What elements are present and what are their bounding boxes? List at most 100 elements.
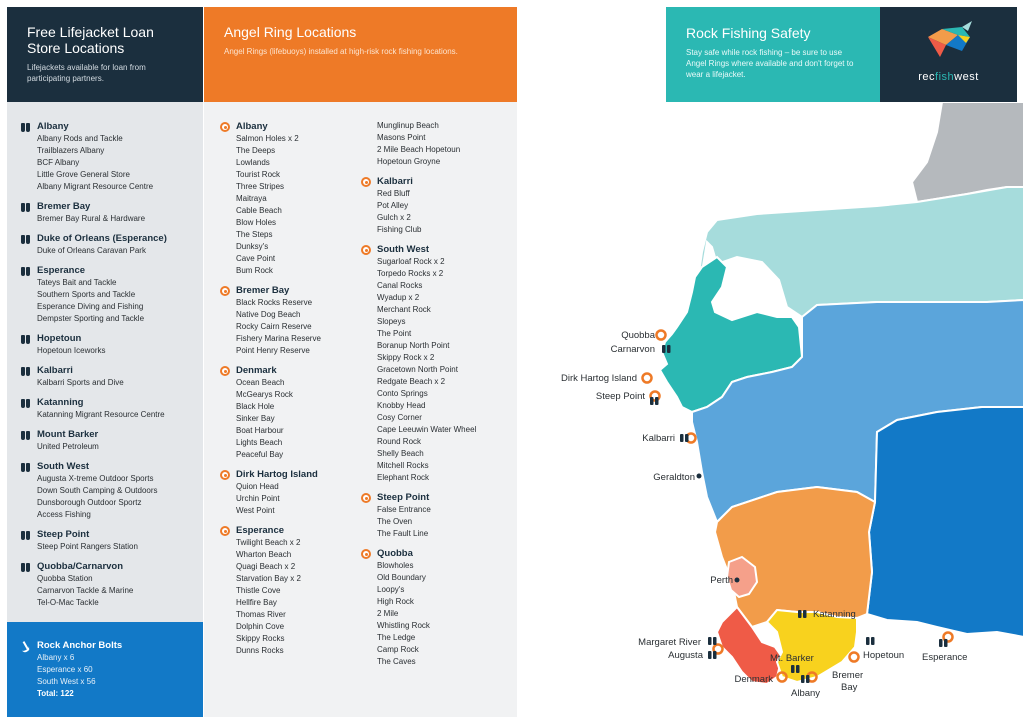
angel-ring-location: Blow Holes — [236, 218, 277, 227]
angel-ring-location: Red Bluff — [377, 189, 410, 198]
lifejacket-store: Dunsborough Outdoor Sportz — [37, 498, 142, 507]
lifejacket-marker-albany — [801, 675, 810, 683]
angel-ring-location: Boat Harbour — [236, 426, 284, 435]
lifejacket-icon — [21, 122, 31, 132]
lifejacket-group: Steep Point Steep Point Rangers Station — [21, 529, 203, 553]
angel-ring-group: Denmark Ocean Beach McGearys Rock Black Hol… — [220, 365, 360, 461]
angel-ring-group-name: Steep Point — [377, 492, 430, 503]
lifejacket-group: Esperance Tateys Bait and Tackle Southern … — [21, 265, 203, 325]
angel-ring-location: Salmon Holes x 2 — [236, 134, 299, 143]
angel-ring-group-heading: Albany — [220, 121, 360, 133]
angel-ring-location: Maitraya — [236, 194, 267, 203]
lifejacket-store: Albany Migrant Resource Centre — [37, 182, 154, 191]
lifejacket-icon — [21, 202, 31, 212]
lifejacket-store: BCF Albany — [37, 158, 80, 167]
angel-ring-location: The Ledge — [377, 633, 416, 642]
angel-ring-location: Slopeys — [377, 317, 406, 326]
lifebuoy-icon — [361, 177, 371, 187]
label-augusta: Augusta — [668, 650, 703, 661]
lifejacket-group: Kalbarri Kalbarri Sports and Dive — [21, 365, 203, 389]
angel-ring-location: Black Rocks Reserve — [236, 298, 313, 307]
angel-ring-header: Angel Ring Locations Angel Rings (lifebu… — [204, 7, 517, 102]
angel-ring-group: Albany Salmon Holes x 2 The Deeps Lowlands T… — [220, 121, 360, 277]
angel-ring-group: Kalbarri Red Bluff Pot Alley Gulch x 2 Fishi… — [361, 176, 511, 236]
angel-ring-subtitle: Angel Rings (lifebuoys) installed at hig… — [224, 47, 458, 56]
angel-ring-title: Angel Ring Locations — [224, 24, 357, 40]
lifejacket-group-heading: Duke of Orleans (Esperance) — [21, 233, 203, 245]
lifejacket-group-heading: South West — [21, 461, 203, 473]
safety-title: Rock Fishing Safety — [686, 25, 811, 41]
angel-ring-marker-denmark — [776, 671, 788, 683]
angel-ring-marker-esperance — [942, 631, 954, 643]
angel-ring-location: Redgate Beach x 2 — [377, 377, 446, 386]
angel-ring-location: False Entrance — [377, 505, 431, 514]
angel-ring-group-heading: Quobba — [361, 548, 511, 560]
lifejacket-group-heading: Bremer Bay — [21, 201, 203, 213]
safety-subtitle: Stay safe while rock fishing – be sure t… — [686, 48, 854, 79]
lifejacket-store: Albany Rods and Tackle — [37, 134, 123, 143]
lifejacket-store: Kalbarri Sports and Dive — [37, 378, 124, 387]
anchor-item: Esperance x 60 — [37, 665, 93, 674]
angel-ring-location: Cape Leeuwin Water Wheel — [377, 425, 477, 434]
lifejacket-group-name: Hopetoun — [37, 333, 82, 344]
lifebuoy-icon — [361, 549, 371, 559]
lifejacket-group: Bremer Bay Bremer Bay Rural & Hardware — [21, 201, 203, 225]
lifejacket-store: Quobba Station — [37, 574, 93, 583]
town-dot-perth — [734, 577, 740, 583]
map-markers — [641, 329, 954, 683]
lifejacket-icon — [21, 366, 31, 376]
angel-ring-location: The Steps — [236, 230, 273, 239]
angel-ring-location: Starvation Bay x 2 — [236, 574, 301, 583]
angel-ring-location: Munglinup Beach — [377, 121, 439, 130]
angel-ring-group-name: Esperance — [236, 525, 285, 536]
lifejacket-icon — [21, 398, 31, 408]
angel-ring-location: Thomas River — [236, 610, 286, 619]
lifejacket-store: Little Grove General Store — [37, 170, 130, 179]
lifejacket-icon — [21, 266, 31, 276]
label-hopetoun: Hopetoun — [863, 650, 905, 661]
lifebuoy-icon — [220, 526, 230, 536]
lifejacket-icon — [21, 334, 31, 344]
lifejacket-marker-katanning — [798, 610, 807, 618]
angel-ring-group-continued: Munglinup Beach Masons Point 2 Mile Beach … — [361, 120, 511, 168]
angel-ring-right-column: Munglinup Beach Masons Point 2 Mile Beach … — [361, 120, 511, 676]
angel-ring-group-heading: Esperance — [220, 525, 360, 537]
angel-ring-location: Twilight Beach x 2 — [236, 538, 301, 547]
lifejacket-group-heading: Mount Barker — [21, 429, 203, 441]
angel-ring-group-name: Albany — [236, 121, 268, 132]
label-mt-barker: Mt. Barker — [770, 653, 814, 664]
angel-ring-location: Quion Head — [236, 482, 279, 491]
lifejacket-store: Down South Camping & Outdoors — [37, 486, 158, 495]
lifejacket-marker-esperance — [939, 639, 948, 647]
label-quobba: Quobba — [621, 330, 655, 341]
angel-ring-location: Fishery Marina Reserve — [236, 334, 321, 343]
angel-ring-group: Esperance Twilight Beach x 2 Wharton Beach… — [220, 525, 360, 657]
label-denmark: Denmark — [734, 674, 773, 685]
safety-header: Rock Fishing Safety Stay safe while rock… — [666, 7, 880, 102]
angel-ring-location: Native Dog Beach — [236, 310, 301, 319]
anchor-bolt-icon — [21, 641, 31, 651]
angel-ring-location: Rocky Cairn Reserve — [236, 322, 312, 331]
lifejacket-store: Dempster Sporting and Tackle — [37, 314, 145, 323]
lifejacket-marker-augusta — [708, 651, 717, 659]
lifejacket-marker-margaret-river — [708, 637, 717, 645]
lifebuoy-icon — [220, 470, 230, 480]
map-regions — [658, 102, 1024, 686]
angel-ring-location: Dolphin Cove — [236, 622, 285, 631]
angel-ring-location: Thistle Cove — [236, 586, 281, 595]
angel-ring-location: Cable Beach — [236, 206, 282, 215]
lifejacket-icon — [21, 430, 31, 440]
angel-ring-location: McGearys Rock — [236, 390, 293, 399]
lifejacket-group-heading: Katanning — [21, 397, 203, 409]
lifejacket-store: Duke of Orleans Caravan Park — [37, 246, 146, 255]
lifejacket-group-name: Katanning — [37, 397, 84, 408]
lifejacket-store: Tateys Bait and Tackle — [37, 278, 117, 287]
angel-ring-location: Torpedo Rocks x 2 — [377, 269, 444, 278]
angel-ring-location: Round Rock — [377, 437, 422, 446]
angel-ring-location: Merchant Rock — [377, 305, 431, 314]
lifejacket-list: Albany Albany Rods and Tackle Trailblazers… — [7, 102, 203, 622]
angel-ring-group: Bremer Bay Black Rocks Reserve Native Dog … — [220, 285, 360, 357]
lifejacket-store: Steep Point Rangers Station — [37, 542, 138, 551]
label-albany: Albany — [791, 688, 821, 699]
lifejacket-group-name: Kalbarri — [37, 365, 73, 376]
